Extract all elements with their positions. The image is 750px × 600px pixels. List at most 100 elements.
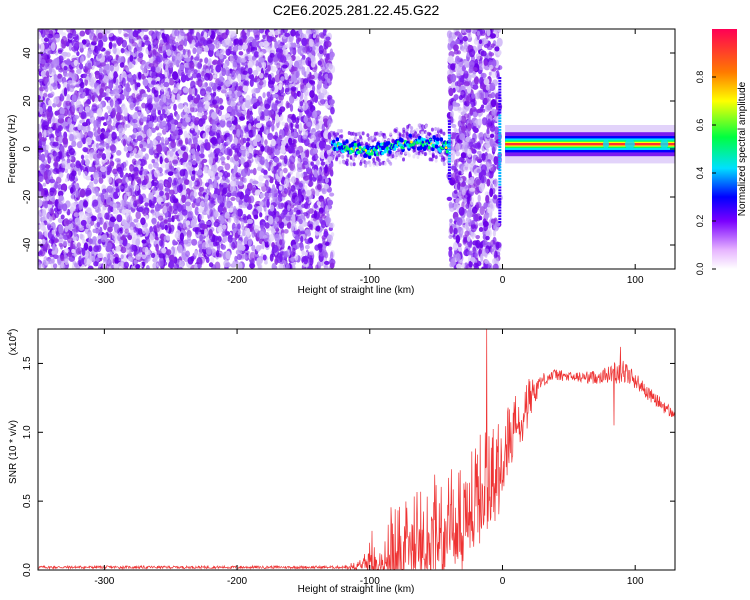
heatmap-cell [321, 188, 326, 193]
heatmap-cell [315, 220, 319, 226]
heatmap-cell [116, 159, 121, 166]
heatmap-cell [156, 144, 163, 153]
heatmap-cell [251, 228, 256, 238]
heatmap-cell [271, 244, 279, 253]
heatmap-cell [219, 105, 225, 111]
heatmap-cell [298, 122, 303, 131]
heatmap-cell [225, 250, 231, 260]
heatmap-cell [131, 236, 137, 246]
heatmap-cell [236, 101, 243, 106]
heatmap-cell [201, 118, 206, 125]
heatmap-cell [43, 170, 48, 181]
heatmap-cell [132, 30, 139, 38]
heatmap-cell [329, 262, 335, 269]
heatmap-cell [208, 30, 212, 36]
heatmap-cell [48, 99, 52, 107]
heatmap-cell [143, 34, 149, 41]
heatmap-cell [216, 29, 223, 36]
heatmap-cell [252, 180, 259, 185]
heatmap-cell [182, 189, 187, 195]
heatmap-cell [198, 186, 205, 192]
heatmap-cell [208, 81, 215, 88]
heatmap-cell [134, 81, 139, 91]
heatmap-cell [232, 205, 237, 215]
heatmap-cell [299, 101, 304, 107]
heatmap-cell [204, 193, 209, 200]
heatmap-cell [95, 47, 100, 55]
heatmap-cell [61, 51, 69, 57]
heatmap-cell [194, 126, 199, 133]
heatmap-cell [197, 139, 204, 145]
heatmap-cell [127, 145, 133, 152]
heatmap-cell [271, 103, 278, 112]
heatmap-cell [268, 211, 275, 216]
heatmap-cell [261, 62, 267, 69]
heatmap-cell [218, 151, 223, 157]
heatmap-cell [168, 205, 173, 213]
heatmap-cell [327, 78, 331, 84]
heatmap-cell [50, 208, 54, 216]
heatmap-cell [156, 123, 161, 128]
heatmap-cell [121, 39, 128, 48]
heatmap-cell [115, 112, 122, 122]
heatmap-cell [220, 134, 225, 142]
heatmap-cell [325, 40, 332, 48]
heatmap-cell [319, 87, 326, 92]
heatmap-cell [125, 242, 132, 250]
heatmap-cell [221, 188, 227, 196]
heatmap-cell [179, 183, 183, 192]
heatmap-cell [167, 171, 174, 176]
heatmap-cell [221, 231, 227, 237]
heatmap-cell [71, 45, 78, 52]
heatmap-cell [107, 226, 113, 233]
heatmap-cell [82, 146, 88, 153]
heatmap-cell [49, 128, 53, 134]
heatmap-cell [316, 184, 322, 190]
heatmap-cell [205, 246, 212, 255]
heatmap-cell [287, 56, 293, 64]
heatmap-cell [274, 40, 278, 50]
heatmap-cell [49, 178, 56, 184]
heatmap-cell [241, 38, 246, 43]
heatmap-cell [270, 164, 274, 172]
heatmap-cell [191, 87, 196, 97]
heatmap-cell [235, 161, 240, 167]
heatmap-cell [327, 156, 333, 162]
heatmap-cell [259, 160, 265, 165]
heatmap-cell [317, 60, 323, 66]
heatmap-cell [156, 132, 162, 137]
heatmap-cell [137, 228, 143, 235]
heatmap-cell [197, 169, 203, 176]
heatmap-cell [212, 91, 217, 97]
heatmap-cell [48, 238, 55, 244]
heatmap-cell [117, 55, 124, 63]
heatmap-cell [293, 230, 300, 235]
heatmap-cell [251, 39, 258, 48]
heatmap-cell [131, 244, 137, 252]
heatmap-cell [152, 33, 157, 40]
heatmap-cell [154, 83, 161, 91]
heatmap-cell [295, 171, 301, 180]
heatmap-cell [142, 67, 147, 74]
heatmap-cell [247, 196, 252, 204]
heatmap-cell [217, 79, 222, 85]
heatmap-cell [225, 262, 231, 268]
heatmap-cell [220, 166, 224, 171]
heatmap-cell [315, 264, 319, 269]
heatmap-cell [115, 245, 121, 252]
heatmap-cell [186, 205, 192, 212]
heatmap-cell [105, 263, 109, 269]
heatmap-cell [142, 78, 149, 87]
heatmap-cell [221, 182, 229, 190]
heatmap-cell [172, 198, 179, 204]
heatmap-cell [128, 62, 133, 69]
heatmap-cell [233, 137, 238, 145]
heatmap-cell [288, 247, 294, 255]
heatmap-cell [138, 52, 144, 59]
heatmap-cell [163, 219, 168, 224]
heatmap-cell [318, 261, 324, 267]
heatmap-cell [113, 71, 118, 79]
heatmap-cell [192, 47, 197, 55]
heatmap-cell [317, 174, 323, 182]
heatmap-cell [106, 153, 111, 161]
